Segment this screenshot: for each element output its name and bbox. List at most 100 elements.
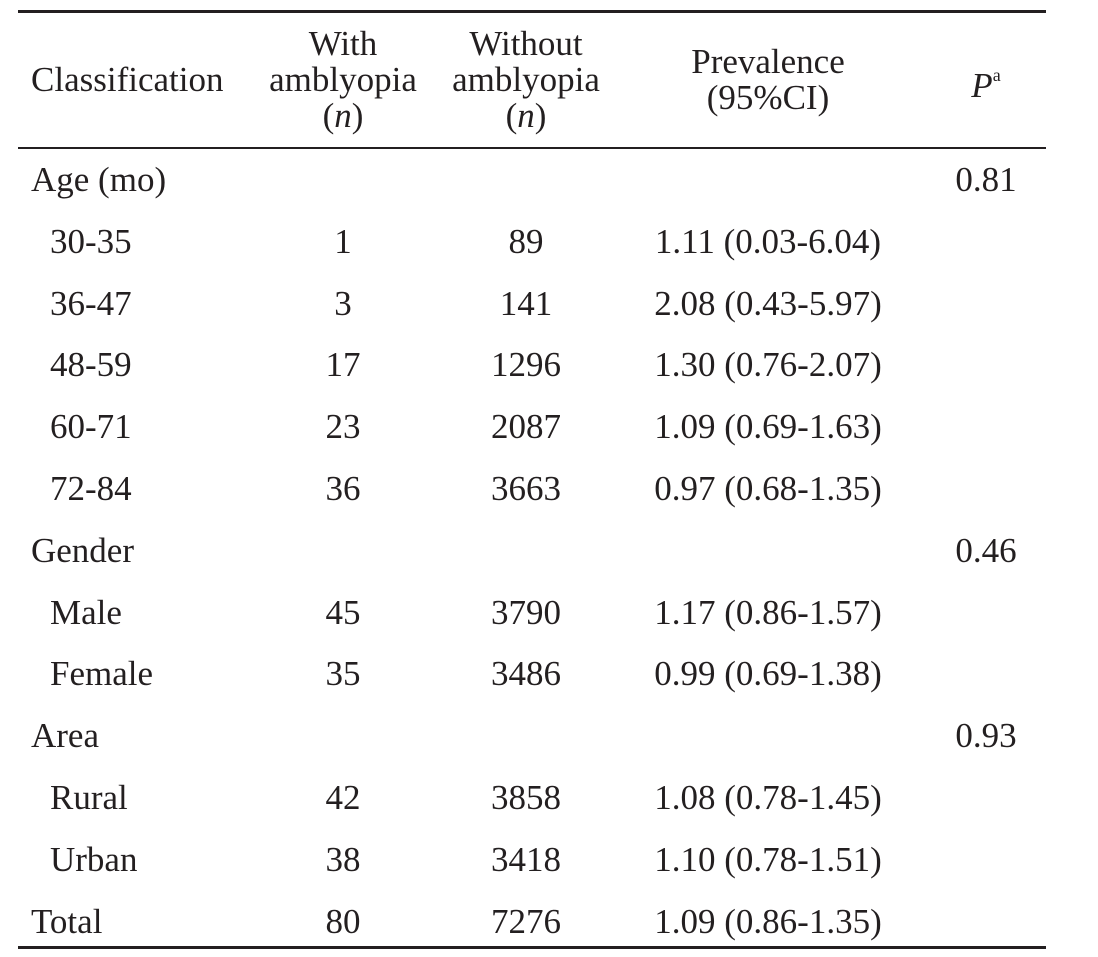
cell-with: 36	[325, 468, 361, 508]
header-with-n: n	[334, 96, 352, 135]
header-without-n: n	[517, 96, 535, 135]
header-without-line3: (n)	[506, 98, 547, 134]
header-with-line1: With	[308, 24, 378, 63]
header-with-amblyopia: With amblyopia (n)	[248, 13, 438, 147]
cell-classification: Gender	[31, 530, 135, 570]
cell-with	[248, 520, 438, 582]
table-row: 30-35 1 89 1.11 (0.03-6.04)	[18, 211, 1046, 273]
cell-with: 23	[325, 407, 361, 447]
table-row: Gender 0.46	[18, 520, 1046, 582]
header-classification-label: Classification	[31, 60, 224, 99]
cell-prevalence: 1.17 (0.86-1.57)	[654, 592, 882, 632]
cell-without: 2087	[491, 407, 561, 447]
cell-p-value	[936, 211, 1036, 273]
cell-classification: 48-59	[50, 345, 132, 385]
cell-with: 1	[334, 221, 352, 261]
header-p-value: Pa	[936, 13, 1036, 147]
header-prevalence: Prevalence (95%CI)	[628, 13, 908, 147]
cell-without: 3486	[491, 654, 561, 694]
table-row: Male 45 3790 1.17 (0.86-1.57)	[18, 582, 1046, 644]
table-body: Age (mo) 0.81 30-35 1 89 1.11 (0.03-6.04…	[18, 149, 1046, 952]
table-row: Age (mo) 0.81	[18, 149, 1046, 211]
cell-p-value	[936, 891, 1036, 953]
cell-classification: Rural	[50, 777, 128, 817]
cell-p-value	[936, 767, 1036, 829]
header-with-open-paren: (	[322, 96, 335, 135]
cell-classification: Female	[50, 654, 154, 694]
cell-with: 3	[334, 283, 352, 323]
cell-prevalence: 2.08 (0.43-5.97)	[654, 283, 882, 323]
cell-with: 38	[325, 839, 361, 879]
header-without-open-paren: (	[505, 96, 518, 135]
cell-prevalence: 1.11 (0.03-6.04)	[654, 221, 882, 261]
cell-prevalence: 1.09 (0.69-1.63)	[654, 407, 882, 447]
cell-without	[431, 705, 621, 767]
table-row: Rural 42 3858 1.08 (0.78-1.45)	[18, 767, 1046, 829]
cell-prevalence: 1.30 (0.76-2.07)	[654, 345, 882, 385]
table-row: 48-59 17 1296 1.30 (0.76-2.07)	[18, 334, 1046, 396]
cell-p-value	[936, 396, 1036, 458]
header-with-close-paren: )	[351, 96, 364, 135]
header-p-wrap: Pa	[971, 57, 1000, 104]
table-bottom-rule	[18, 946, 1046, 949]
table-row: Urban 38 3418 1.10 (0.78-1.51)	[18, 829, 1046, 891]
cell-without	[431, 149, 621, 211]
header-p-superscript: a	[992, 64, 1001, 85]
header-without-amblyopia: Without amblyopia (n)	[431, 13, 621, 147]
cell-without: 3858	[491, 777, 561, 817]
cell-with: 45	[325, 592, 361, 632]
cell-without: 3418	[491, 839, 561, 879]
cell-p-value: 0.93	[955, 716, 1017, 756]
header-p-label: P	[971, 65, 993, 105]
cell-with: 80	[325, 901, 361, 941]
header-without-line1: Without	[469, 24, 583, 63]
cell-classification: 30-35	[50, 221, 132, 261]
cell-prevalence	[628, 520, 908, 582]
cell-classification: 36-47	[50, 283, 132, 323]
cell-p-value	[936, 334, 1036, 396]
header-without-close-paren: )	[534, 96, 547, 135]
header-prevalence-line2: (95%CI)	[706, 78, 830, 117]
table-row: Area 0.93	[18, 705, 1046, 767]
cell-with	[248, 149, 438, 211]
cell-without: 89	[508, 221, 544, 261]
cell-p-value	[936, 273, 1036, 335]
cell-prevalence: 0.97 (0.68-1.35)	[654, 468, 882, 508]
cell-classification: Total	[31, 901, 103, 941]
header-with-line2: amblyopia	[269, 60, 417, 99]
cell-p-value	[936, 643, 1036, 705]
table-row: 36-47 3 141 2.08 (0.43-5.97)	[18, 273, 1046, 335]
table-row: 60-71 23 2087 1.09 (0.69-1.63)	[18, 396, 1046, 458]
cell-with: 17	[325, 345, 361, 385]
table-row: Total 80 7276 1.09 (0.86-1.35)	[18, 891, 1046, 953]
header-with-line3: (n)	[323, 98, 364, 134]
cell-prevalence: 1.08 (0.78-1.45)	[654, 777, 882, 817]
cell-p-value	[936, 458, 1036, 520]
cell-prevalence: 1.10 (0.78-1.51)	[654, 839, 882, 879]
cell-with: 35	[325, 654, 361, 694]
table-row: 72-84 36 3663 0.97 (0.68-1.35)	[18, 458, 1046, 520]
table-header: Classification With amblyopia (n) Withou…	[18, 13, 1046, 147]
cell-prevalence	[628, 705, 908, 767]
cell-classification: Male	[50, 592, 122, 632]
cell-without	[431, 520, 621, 582]
cell-prevalence: 1.09 (0.86-1.35)	[654, 901, 882, 941]
table-top-rule	[18, 10, 1046, 13]
cell-p-value	[936, 582, 1036, 644]
cell-p-value	[936, 829, 1036, 891]
cell-classification: Area	[31, 716, 100, 756]
cell-without: 1296	[491, 345, 561, 385]
header-prevalence-line1: Prevalence	[691, 42, 845, 81]
cell-p-value: 0.46	[955, 530, 1017, 570]
cell-with: 42	[325, 777, 361, 817]
cell-prevalence: 0.99 (0.69-1.38)	[654, 654, 882, 694]
cell-classification: 72-84	[50, 468, 132, 508]
cell-without: 3790	[491, 592, 561, 632]
cell-p-value: 0.81	[955, 160, 1017, 199]
cell-classification: 60-71	[50, 407, 132, 447]
cell-prevalence	[628, 149, 908, 211]
table-header-rule	[18, 147, 1046, 149]
cell-without: 141	[499, 283, 553, 323]
cell-classification: Urban	[50, 839, 138, 879]
